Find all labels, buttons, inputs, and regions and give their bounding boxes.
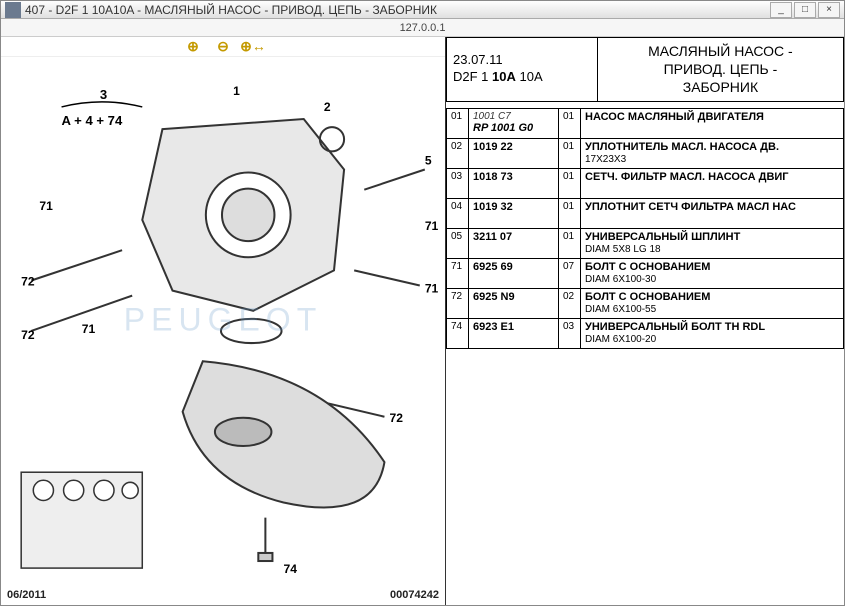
part-reference: 1019 22: [469, 138, 559, 168]
callout-74: 74: [284, 562, 298, 576]
part-description: НАСОС МАСЛЯНЫЙ ДВИГАТЕЛЯ: [581, 108, 844, 138]
close-button[interactable]: ×: [818, 2, 840, 18]
part-reference: 6925 69: [469, 258, 559, 288]
table-row[interactable]: 746923 E103УНИВЕРСАЛЬНЫЙ БОЛТ TH RDLDIAM…: [447, 318, 844, 348]
content-area: ⊕ ⊖ ⊕↔ 3 A + 4 + 74: [1, 37, 844, 605]
header-title-cell: МАСЛЯНЫЙ НАСОС - ПРИВОД. ЦЕПЬ - ЗАБОРНИК: [597, 38, 843, 102]
part-description: БОЛТ С ОСНОВАНИЕМDIAM 6X100-55: [581, 288, 844, 318]
diagram-date: 06/2011: [7, 589, 46, 601]
callout-71b: 71: [82, 322, 96, 336]
bolt-74-shape: [258, 518, 272, 561]
part-qty: 01: [559, 168, 581, 198]
minimize-button[interactable]: _: [770, 2, 792, 18]
formula-label: A + 4 + 74: [62, 113, 123, 128]
seal-ring-shape: [320, 127, 344, 151]
window-controls: _ □ ×: [770, 2, 840, 18]
part-reference: 3211 07: [469, 228, 559, 258]
part-number: 02: [447, 138, 469, 168]
parts-pane: 23.07.11 D2F 1 10A 10A МАСЛЯНЫЙ НАСОС - …: [446, 37, 844, 605]
callout-72c: 72: [390, 411, 404, 425]
part-qty: 03: [559, 318, 581, 348]
diagram-area[interactable]: 3 A + 4 + 74: [1, 57, 445, 605]
header-code-suffix: 10A: [516, 69, 543, 84]
window-title: 407 - D2F 1 10A10A - МАСЛЯНЫЙ НАСОС - ПР…: [25, 3, 770, 17]
part-reference: 6925 N9: [469, 288, 559, 318]
table-row[interactable]: 031018 7301СЕТЧ. ФИЛЬТР МАСЛ. НАСОСА ДВИ…: [447, 168, 844, 198]
gasket-ring-shape: [221, 319, 282, 343]
part-qty: 01: [559, 198, 581, 228]
part-reference: 1001 C7RP 1001 G0: [469, 108, 559, 138]
part-reference: 1019 32: [469, 198, 559, 228]
header-title-line3: ЗАБОРНИК: [604, 78, 837, 96]
table-row[interactable]: 011001 C7RP 1001 G001НАСОС МАСЛЯНЫЙ ДВИГ…: [447, 108, 844, 138]
exploded-diagram: 3 A + 4 + 74: [1, 57, 445, 605]
pump-body-shape: [142, 119, 344, 311]
part-qty: 02: [559, 288, 581, 318]
zoom-toolbar: ⊕ ⊖ ⊕↔: [1, 37, 445, 57]
app-icon: [5, 2, 21, 18]
part-description: УНИВЕРСАЛЬНЫЙ ШПЛИНТDIAM 5X8 LG 18: [581, 228, 844, 258]
part-reference: 1018 73: [469, 168, 559, 198]
diagram-number: 00074242: [390, 589, 439, 601]
callout-5: 5: [425, 154, 432, 168]
header-code-prefix: D2F 1: [453, 69, 492, 84]
part-qty: 01: [559, 228, 581, 258]
part-description: УПЛОТНИТ СЕТЧ ФИЛЬТРА МАСЛ НАС: [581, 198, 844, 228]
parts-table: 011001 C7RP 1001 G001НАСОС МАСЛЯНЫЙ ДВИГ…: [446, 108, 844, 349]
zoom-out-icon[interactable]: ⊖: [215, 39, 231, 55]
header-code: D2F 1 10A 10A: [453, 69, 591, 86]
header-date: 23.07.11: [453, 52, 591, 69]
main-window: 407 - D2F 1 10A10A - МАСЛЯНЫЙ НАСОС - ПР…: [0, 0, 845, 606]
part-number: 74: [447, 318, 469, 348]
table-row[interactable]: 021019 2201УПЛОТНИТЕЛЬ МАСЛ. НАСОСА ДВ.1…: [447, 138, 844, 168]
header-title-line1: МАСЛЯНЫЙ НАСОС -: [604, 42, 837, 60]
part-number: 05: [447, 228, 469, 258]
header-info-cell: 23.07.11 D2F 1 10A 10A: [447, 38, 598, 102]
table-row[interactable]: 726925 N902БОЛТ С ОСНОВАНИЕМDIAM 6X100-5…: [447, 288, 844, 318]
part-qty: 01: [559, 138, 581, 168]
diagram-pane: ⊕ ⊖ ⊕↔ 3 A + 4 + 74: [1, 37, 446, 605]
part-description: БОЛТ С ОСНОВАНИЕМDIAM 6X100-30: [581, 258, 844, 288]
brace-icon: [62, 102, 143, 107]
table-row[interactable]: 041019 3201УПЛОТНИТ СЕТЧ ФИЛЬТРА МАСЛ НА…: [447, 198, 844, 228]
maximize-button[interactable]: □: [794, 2, 816, 18]
part-qty: 01: [559, 108, 581, 138]
callout-2: 2: [324, 100, 331, 114]
header-title-line2: ПРИВОД. ЦЕПЬ -: [604, 60, 837, 78]
part-description: СЕТЧ. ФИЛЬТР МАСЛ. НАСОСА ДВИГ: [581, 168, 844, 198]
part-description: УПЛОТНИТЕЛЬ МАСЛ. НАСОСА ДВ.17X23X3: [581, 138, 844, 168]
formula-index-label: 3: [100, 87, 107, 102]
part-qty: 07: [559, 258, 581, 288]
part-number: 03: [447, 168, 469, 198]
address-bar: 127.0.0.1: [1, 19, 844, 37]
part-number: 01: [447, 108, 469, 138]
strainer-shape: [183, 361, 385, 507]
callout-71a: 71: [39, 199, 53, 213]
header-table: 23.07.11 D2F 1 10A 10A МАСЛЯНЫЙ НАСОС - …: [446, 37, 844, 102]
zoom-fit-icon[interactable]: ⊕↔: [245, 39, 261, 55]
table-row[interactable]: 053211 0701УНИВЕРСАЛЬНЫЙ ШПЛИНТDIAM 5X8 …: [447, 228, 844, 258]
table-row[interactable]: 716925 6907БОЛТ С ОСНОВАНИЕМDIAM 6X100-3…: [447, 258, 844, 288]
callout-1: 1: [233, 84, 240, 98]
engine-block-icon: [21, 472, 142, 568]
part-number: 72: [447, 288, 469, 318]
header-code-bold: 10A: [492, 69, 516, 84]
part-number: 71: [447, 258, 469, 288]
titlebar: 407 - D2F 1 10A10A - МАСЛЯНЫЙ НАСОС - ПР…: [1, 1, 844, 19]
zoom-in-icon[interactable]: ⊕: [185, 39, 201, 55]
callout-71c: 71: [425, 219, 439, 233]
part-description: УНИВЕРСАЛЬНЫЙ БОЛТ TH RDLDIAM 6X100-20: [581, 318, 844, 348]
part-number: 04: [447, 198, 469, 228]
callout-71d: 71: [425, 282, 439, 296]
callout-72a: 72: [21, 275, 35, 289]
part-reference: 6923 E1: [469, 318, 559, 348]
callout-72b: 72: [21, 328, 35, 342]
